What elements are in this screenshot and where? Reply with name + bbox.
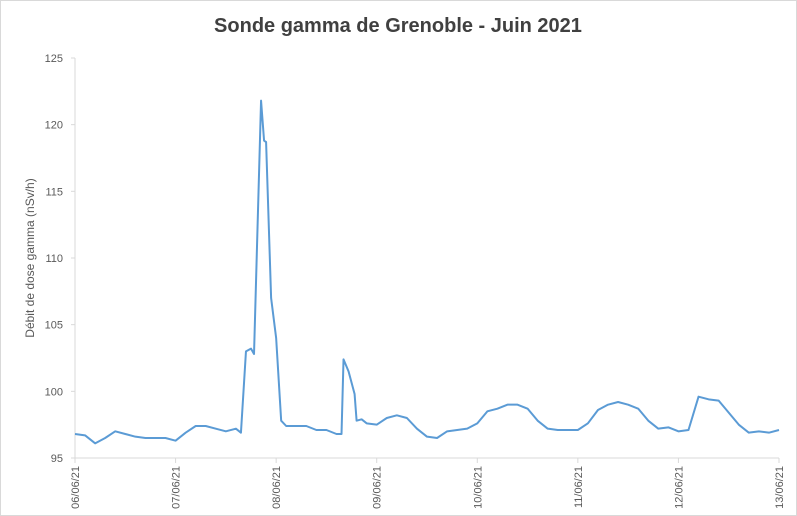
data-line [74,99,780,445]
chart-title: Sonde gamma de Grenoble - Juin 2021 [214,15,582,37]
y-axis-label: Débit de dose gamma (nSv/h) [23,178,37,337]
x-tick-label: 13/06/21 [774,466,786,509]
y-tick-label: 105 [45,320,63,332]
x-tick-label: 11/06/21 [573,466,585,508]
x-tick-label: 06/06/21 [70,466,82,509]
x-tick-label: 10/06/21 [472,466,484,509]
x-tick-label: 08/06/21 [271,466,283,509]
y-tick-label: 100 [45,386,63,398]
y-tick-label: 110 [45,253,63,265]
x-tick-label: 07/06/21 [171,466,183,509]
x-tick-label: 09/06/21 [372,466,384,509]
y-tick-label: 125 [45,53,63,65]
y-tick-label: 95 [51,453,63,465]
y-tick-label: 120 [45,120,63,132]
x-tick-label: 12/06/21 [673,466,685,509]
y-tick-label: 115 [45,186,63,198]
